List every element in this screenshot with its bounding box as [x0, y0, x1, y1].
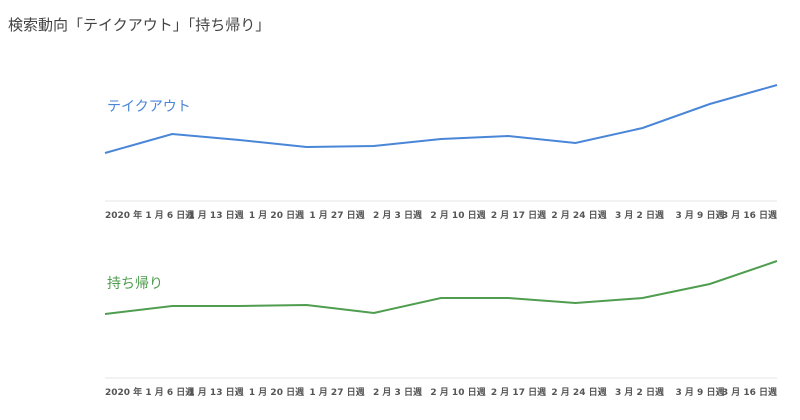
x-tick-label: 3 月 2 日週 — [615, 387, 665, 398]
x-tick-label: 3 月 2 日週 — [615, 210, 665, 221]
x-tick-label: 2 月 17 日週 — [491, 210, 547, 221]
x-tick-label: 1 月 13 日週 — [188, 387, 244, 398]
x-tick-label: 1 月 13 日週 — [188, 210, 244, 221]
x-tick-label: 3 月 16 日週 — [722, 387, 778, 398]
page-title: 検索動向「テイクアウト」「持ち帰り」 — [8, 16, 270, 34]
x-tick-label: 1 月 27 日週 — [309, 210, 365, 221]
x-tick-label: 2 月 17 日週 — [491, 387, 547, 398]
x-tick-label: 2 月 3 日週 — [373, 387, 423, 398]
series-line — [104, 84, 778, 154]
x-tick-label: 3 月 9 日週 — [676, 387, 726, 398]
x-tick-label: 2 月 10 日週 — [430, 387, 486, 398]
x-tick-label: 2020 年 1 月 6 日週 — [105, 209, 195, 221]
series-line — [104, 260, 778, 315]
x-tick-label: 3 月 16 日週 — [722, 210, 778, 221]
series-label: テイクアウト — [107, 99, 191, 115]
x-tick-label: 2 月 24 日週 — [551, 387, 607, 398]
x-tick-label: 2 月 3 日週 — [373, 210, 423, 221]
x-tick-label: 2020 年 1 月 6 日週 — [105, 386, 195, 398]
x-tick-label: 2 月 10 日週 — [430, 210, 486, 221]
x-tick-label: 3 月 9 日週 — [676, 210, 726, 221]
series-label: 持ち帰り — [107, 275, 163, 292]
x-tick-label: 1 月 20 日週 — [249, 387, 305, 398]
x-tick-label: 2 月 24 日週 — [551, 210, 607, 221]
x-tick-label: 1 月 20 日週 — [249, 210, 305, 221]
x-tick-label: 1 月 27 日週 — [309, 387, 365, 398]
